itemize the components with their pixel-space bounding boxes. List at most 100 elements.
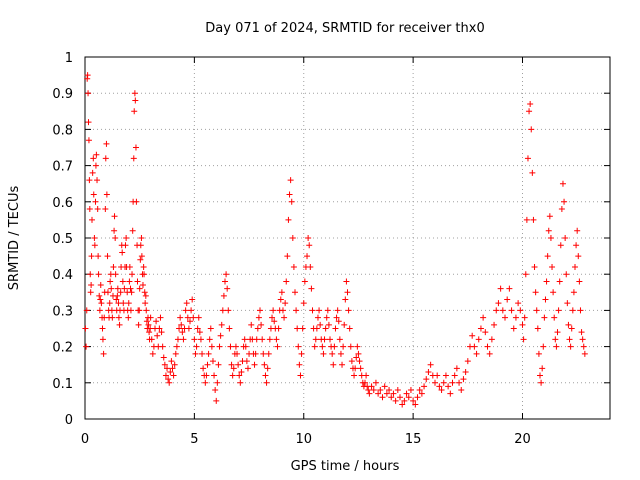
- data-point: [390, 390, 397, 397]
- data-point: [447, 390, 454, 397]
- data-point: [143, 318, 150, 325]
- data-point: [336, 336, 343, 343]
- data-point: [120, 300, 127, 307]
- data-point: [538, 379, 545, 386]
- data-point: [148, 336, 155, 343]
- data-point: [458, 387, 465, 394]
- data-point: [171, 361, 178, 368]
- data-point: [581, 350, 588, 357]
- data-point: [238, 368, 245, 375]
- data-point: [211, 372, 218, 379]
- data-point: [237, 379, 244, 386]
- data-point: [357, 365, 364, 372]
- data-point: [324, 307, 331, 314]
- data-point: [580, 343, 587, 350]
- data-point: [392, 397, 399, 404]
- data-point: [264, 365, 271, 372]
- data-point: [83, 307, 90, 314]
- data-point: [293, 307, 300, 314]
- data-point: [572, 263, 578, 270]
- data-point: [262, 372, 269, 379]
- data-point: [464, 358, 471, 365]
- data-point: [93, 151, 100, 158]
- data-point: [136, 307, 143, 314]
- data-point: [158, 329, 165, 336]
- data-point: [112, 271, 119, 278]
- data-point: [381, 383, 388, 390]
- data-point: [132, 97, 139, 104]
- data-point: [153, 318, 160, 325]
- data-point: [574, 227, 581, 234]
- data-point: [165, 376, 172, 383]
- data-point: [275, 325, 282, 332]
- data-point: [234, 350, 241, 357]
- data-point: [131, 90, 138, 97]
- data-point: [103, 140, 110, 147]
- data-point: [334, 307, 341, 314]
- data-point: [375, 390, 382, 397]
- data-point: [297, 372, 304, 379]
- data-point: [346, 325, 353, 332]
- data-point: [440, 379, 447, 386]
- data-point: [126, 278, 133, 285]
- data-point: [306, 242, 313, 249]
- data-point: [227, 343, 234, 350]
- data-point: [90, 191, 97, 198]
- data-point: [559, 180, 566, 187]
- data-point: [199, 350, 206, 357]
- data-point: [524, 155, 531, 162]
- data-point: [172, 350, 179, 357]
- data-point: [344, 289, 351, 296]
- data-point: [95, 271, 102, 278]
- data-point: [260, 350, 267, 357]
- data-point: [208, 343, 215, 350]
- data-point: [370, 387, 377, 394]
- data-point: [556, 278, 563, 285]
- data-point: [445, 383, 452, 390]
- data-point: [327, 336, 333, 343]
- data-point: [179, 329, 186, 336]
- data-point: [263, 379, 270, 386]
- data-point: [418, 390, 425, 397]
- data-point: [317, 321, 324, 328]
- data-point: [190, 314, 197, 321]
- data-point: [113, 296, 120, 303]
- data-point: [486, 350, 493, 357]
- data-point: [255, 314, 262, 321]
- data-point: [182, 307, 189, 314]
- data-point: [313, 325, 320, 332]
- data-point: [542, 296, 549, 303]
- data-point: [88, 282, 95, 289]
- data-point: [561, 198, 568, 205]
- data-point: [292, 289, 298, 296]
- data-point: [154, 332, 161, 339]
- data-point: [136, 285, 143, 292]
- data-point: [273, 336, 280, 343]
- data-point: [339, 361, 346, 368]
- data-point: [325, 321, 332, 328]
- data-point: [86, 177, 93, 184]
- data-point: [495, 300, 502, 307]
- x-axis-label: GPS time / hours: [291, 459, 400, 474]
- data-point: [209, 358, 216, 365]
- data-point: [539, 365, 546, 372]
- y-tick-label: 0.6: [52, 196, 73, 211]
- data-point: [576, 278, 583, 285]
- data-point: [88, 253, 95, 260]
- data-point: [102, 155, 109, 162]
- data-point: [442, 372, 449, 379]
- data-point: [355, 350, 362, 357]
- data-point: [407, 387, 414, 394]
- y-tick-label: 0.7: [52, 160, 73, 175]
- data-point: [497, 285, 504, 292]
- data-point: [462, 368, 469, 375]
- data-point: [89, 216, 95, 223]
- data-point: [119, 278, 126, 285]
- data-point: [149, 350, 156, 357]
- data-point: [432, 379, 438, 386]
- data-point: [266, 336, 273, 343]
- data-point: [277, 296, 284, 303]
- data-point: [206, 336, 213, 343]
- data-point: [270, 307, 277, 314]
